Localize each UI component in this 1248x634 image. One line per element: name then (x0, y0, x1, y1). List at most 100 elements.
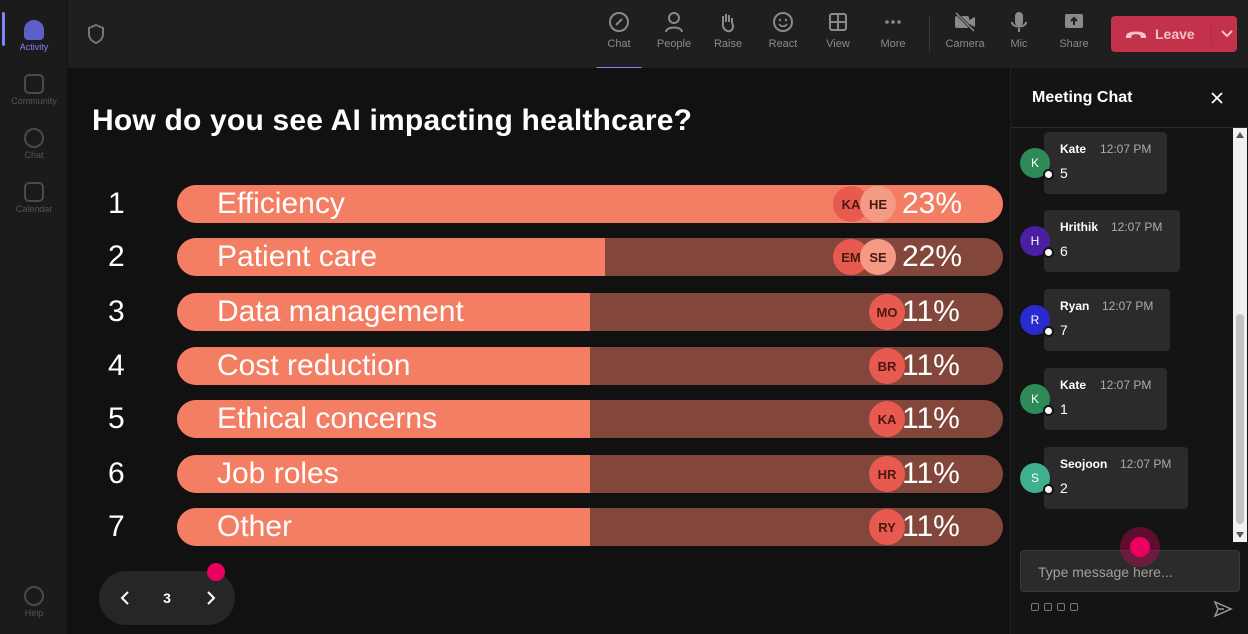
toolbar-label: More (880, 38, 906, 50)
calendar-icon (24, 182, 44, 202)
poll-option[interactable]: 1 Efficiency KA HE 23% (68, 185, 1010, 223)
chat-icon (24, 128, 44, 148)
chat-title: Meeting Chat (1032, 89, 1133, 106)
chat-scrollbar[interactable] (1233, 128, 1247, 542)
message-text: 2 (1060, 480, 1068, 496)
chat-message-input[interactable]: Type message here... (1020, 550, 1240, 592)
option-bar-track (177, 347, 1003, 385)
toolbar-label: People (656, 38, 692, 50)
camera-off-icon (953, 10, 977, 34)
chat-message[interactable]: Kate 12:07 PM 5 K (1011, 132, 1233, 196)
scroll-up-icon[interactable] (1236, 132, 1244, 138)
voter-avatar: HR (869, 456, 905, 492)
chat-message[interactable]: Kate 12:07 PM 1 K (1011, 368, 1233, 432)
poll-slide: How do you see AI impacting healthcare? … (68, 68, 1010, 634)
presence-status-icon (1043, 484, 1054, 495)
chevron-left-icon[interactable] (117, 589, 135, 607)
option-label: Ethical concerns (217, 402, 438, 435)
chat-button[interactable]: Chat (594, 10, 644, 70)
chat-icon (607, 10, 631, 34)
sender-name: Kate (1060, 378, 1087, 392)
message-bubble: Kate 12:07 PM 5 (1044, 132, 1167, 194)
presence-status-icon (1043, 405, 1054, 416)
people-button[interactable]: People (649, 10, 699, 62)
chevron-right-icon[interactable] (201, 589, 219, 607)
option-label: Cost reduction (217, 349, 411, 382)
poll-option[interactable]: 6 Job roles HR 11% (68, 455, 1010, 493)
react-button[interactable]: React (758, 10, 808, 62)
slide-pager: 3 (99, 571, 235, 625)
message-timestamp: 12:07 PM (1100, 142, 1152, 156)
poll-option[interactable]: 7 Other RY 11% (68, 508, 1010, 546)
option-percent: 22% (902, 240, 963, 273)
chat-message[interactable]: Hrithik 12:07 PM 6 H (1011, 210, 1233, 274)
view-button[interactable]: View (813, 10, 863, 62)
poll-option[interactable]: 3 Data management MO 11% (68, 293, 1010, 331)
voter-avatar: MO (869, 294, 905, 330)
option-percent: 23% (902, 187, 963, 220)
rail-item-activity[interactable]: Activity (0, 12, 68, 60)
option-number: 6 (108, 457, 125, 490)
poll-option[interactable]: 2 Patient care EM SE 22% (68, 238, 1010, 276)
chevron-down-icon[interactable] (1220, 26, 1234, 42)
option-bar-track (177, 455, 1003, 493)
presence-status-icon (1043, 247, 1054, 258)
sender-name: Seojoon (1060, 457, 1108, 471)
option-number: 5 (108, 402, 125, 435)
chat-message[interactable]: Seojoon 12:07 PM 2 S (1011, 447, 1233, 511)
rail-label: Chat (24, 150, 44, 160)
mic-button[interactable]: Mic (994, 10, 1044, 62)
scroll-down-icon[interactable] (1236, 532, 1244, 538)
option-number: 2 (108, 240, 125, 273)
option-percent: 11% (902, 402, 960, 435)
poll-option[interactable]: 5 Ethical concerns KA 11% (68, 400, 1010, 438)
toolbar-label: React (768, 38, 798, 50)
message-text: 5 (1060, 165, 1068, 181)
voter-avatar: KA (869, 401, 905, 437)
voter-avatar: HE (860, 186, 896, 222)
message-timestamp: 12:07 PM (1120, 457, 1172, 471)
toolbar-label: Chat (607, 38, 631, 50)
more-button[interactable]: More (868, 10, 918, 62)
people-icon (662, 10, 686, 34)
chat-message-list: Kate 12:07 PM 5 K Hrithik 12:07 PM 6 H Ryan 12:07… (1011, 128, 1233, 542)
option-bar-track (177, 293, 1003, 331)
share-button[interactable]: Share (1049, 10, 1099, 62)
voter-avatar: RY (869, 509, 905, 545)
send-icon[interactable] (1213, 600, 1233, 618)
option-number: 4 (108, 349, 125, 382)
option-label: Data management (217, 295, 464, 328)
pointer-dot (1130, 537, 1150, 557)
emoji-icon[interactable] (1057, 603, 1065, 611)
voter-avatar: BR (869, 348, 905, 384)
pointer-highlight (1120, 527, 1160, 567)
scroll-thumb[interactable] (1236, 314, 1244, 524)
rail-label: Activity (19, 42, 49, 52)
leave-button[interactable]: Leave (1111, 16, 1237, 52)
rail-label: Calendar (15, 204, 53, 214)
rail-item-chat[interactable]: Chat (0, 120, 68, 168)
close-icon[interactable] (1209, 90, 1225, 106)
rail-item-calendar[interactable]: Calendar (0, 174, 68, 222)
chat-header: Meeting Chat (1011, 68, 1248, 128)
poll-option[interactable]: 4 Cost reduction BR 11% (68, 347, 1010, 385)
bell-icon (24, 20, 44, 40)
help-icon (24, 586, 44, 606)
option-number: 7 (108, 510, 125, 543)
voter-avatar: SE (860, 239, 896, 275)
chat-message[interactable]: Ryan 12:07 PM 7 R (1011, 289, 1233, 353)
toolbar-label: Raise (713, 38, 743, 50)
attach-icon[interactable] (1044, 603, 1052, 611)
raise-hand-button[interactable]: Raise (703, 10, 753, 62)
share-icon (1062, 10, 1086, 34)
message-text: 7 (1060, 322, 1068, 338)
gif-icon[interactable] (1070, 603, 1078, 611)
toolbar-label: Camera (945, 38, 985, 50)
option-label: Other (217, 510, 293, 543)
rail-item-community[interactable]: Community (0, 66, 68, 114)
camera-button[interactable]: Camera (940, 10, 990, 62)
format-icon[interactable] (1031, 603, 1039, 611)
rail-item-help[interactable]: Help (0, 578, 68, 626)
rail-label: Community (11, 96, 57, 106)
presence-status-icon (1043, 326, 1054, 337)
